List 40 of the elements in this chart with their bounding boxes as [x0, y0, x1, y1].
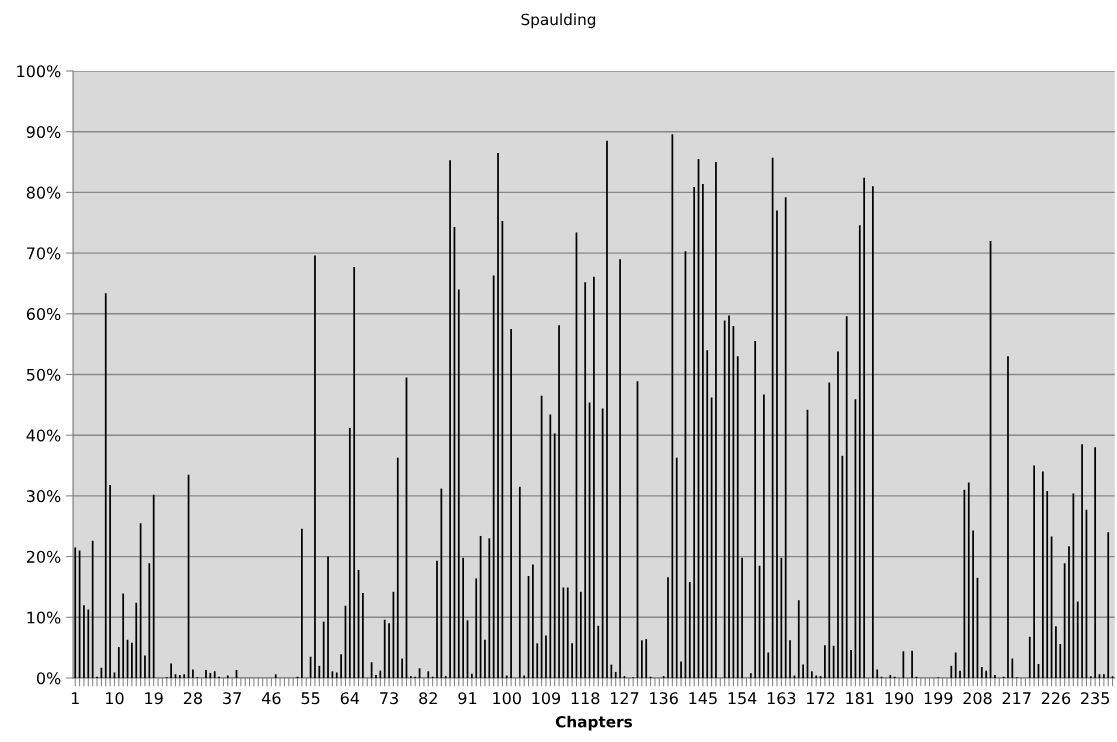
x-tick-label: 46	[261, 692, 281, 705]
x-tick-label: 1	[71, 692, 79, 704]
x-tick-label: 217	[1002, 692, 1031, 704]
x-tick-label: 10	[106, 692, 124, 705]
y-tick-label: 50%	[26, 368, 61, 381]
x-tick-label: 64	[340, 692, 360, 705]
y-tick-label: 20%	[26, 550, 61, 563]
y-tick-label: 70%	[27, 247, 61, 260]
x-tick-label: 82	[419, 692, 437, 705]
x-tick-label: 55	[301, 692, 320, 705]
y-tick-label: 60%	[26, 308, 61, 321]
x-tick-label: 19	[145, 692, 163, 705]
y-tick-label: 10%	[27, 611, 61, 624]
x-tick-label: 208	[963, 692, 992, 705]
y-tick-label: 90%	[26, 125, 61, 138]
x-tick-label: 127	[610, 692, 639, 704]
x-tick-label: 163	[767, 692, 796, 705]
chart-title: Spaulding	[521, 13, 596, 29]
y-tick-label: 100%	[17, 65, 61, 78]
x-tick-label: 37	[223, 692, 241, 705]
x-tick-label: 100	[493, 692, 521, 705]
x-tick-label: 73	[380, 692, 398, 705]
x-tick-label: 136	[650, 692, 678, 705]
x-tick-label: 91	[458, 692, 477, 705]
x-tick-label: 28	[183, 692, 202, 705]
y-tick-label: 40%	[26, 429, 61, 442]
x-tick-label: 172	[807, 692, 835, 704]
y-tick-label: 80%	[26, 186, 61, 199]
x-tick-label: 235	[1081, 692, 1109, 705]
y-tick-label: 0%	[36, 672, 61, 685]
x-tick-label: 154	[728, 692, 757, 705]
y-tick-label: 30%	[26, 490, 61, 503]
x-tick-label: 145	[689, 692, 717, 705]
x-tick-label: 226	[1041, 692, 1071, 705]
x-tick-label: 181	[846, 692, 874, 705]
x-tick-label: 118	[571, 692, 600, 705]
x-tick-label: 199	[924, 692, 953, 705]
x-axis-title: Chapters	[555, 715, 632, 731]
x-tick-label: 109	[532, 692, 561, 705]
x-tick-label: 190	[885, 692, 914, 705]
